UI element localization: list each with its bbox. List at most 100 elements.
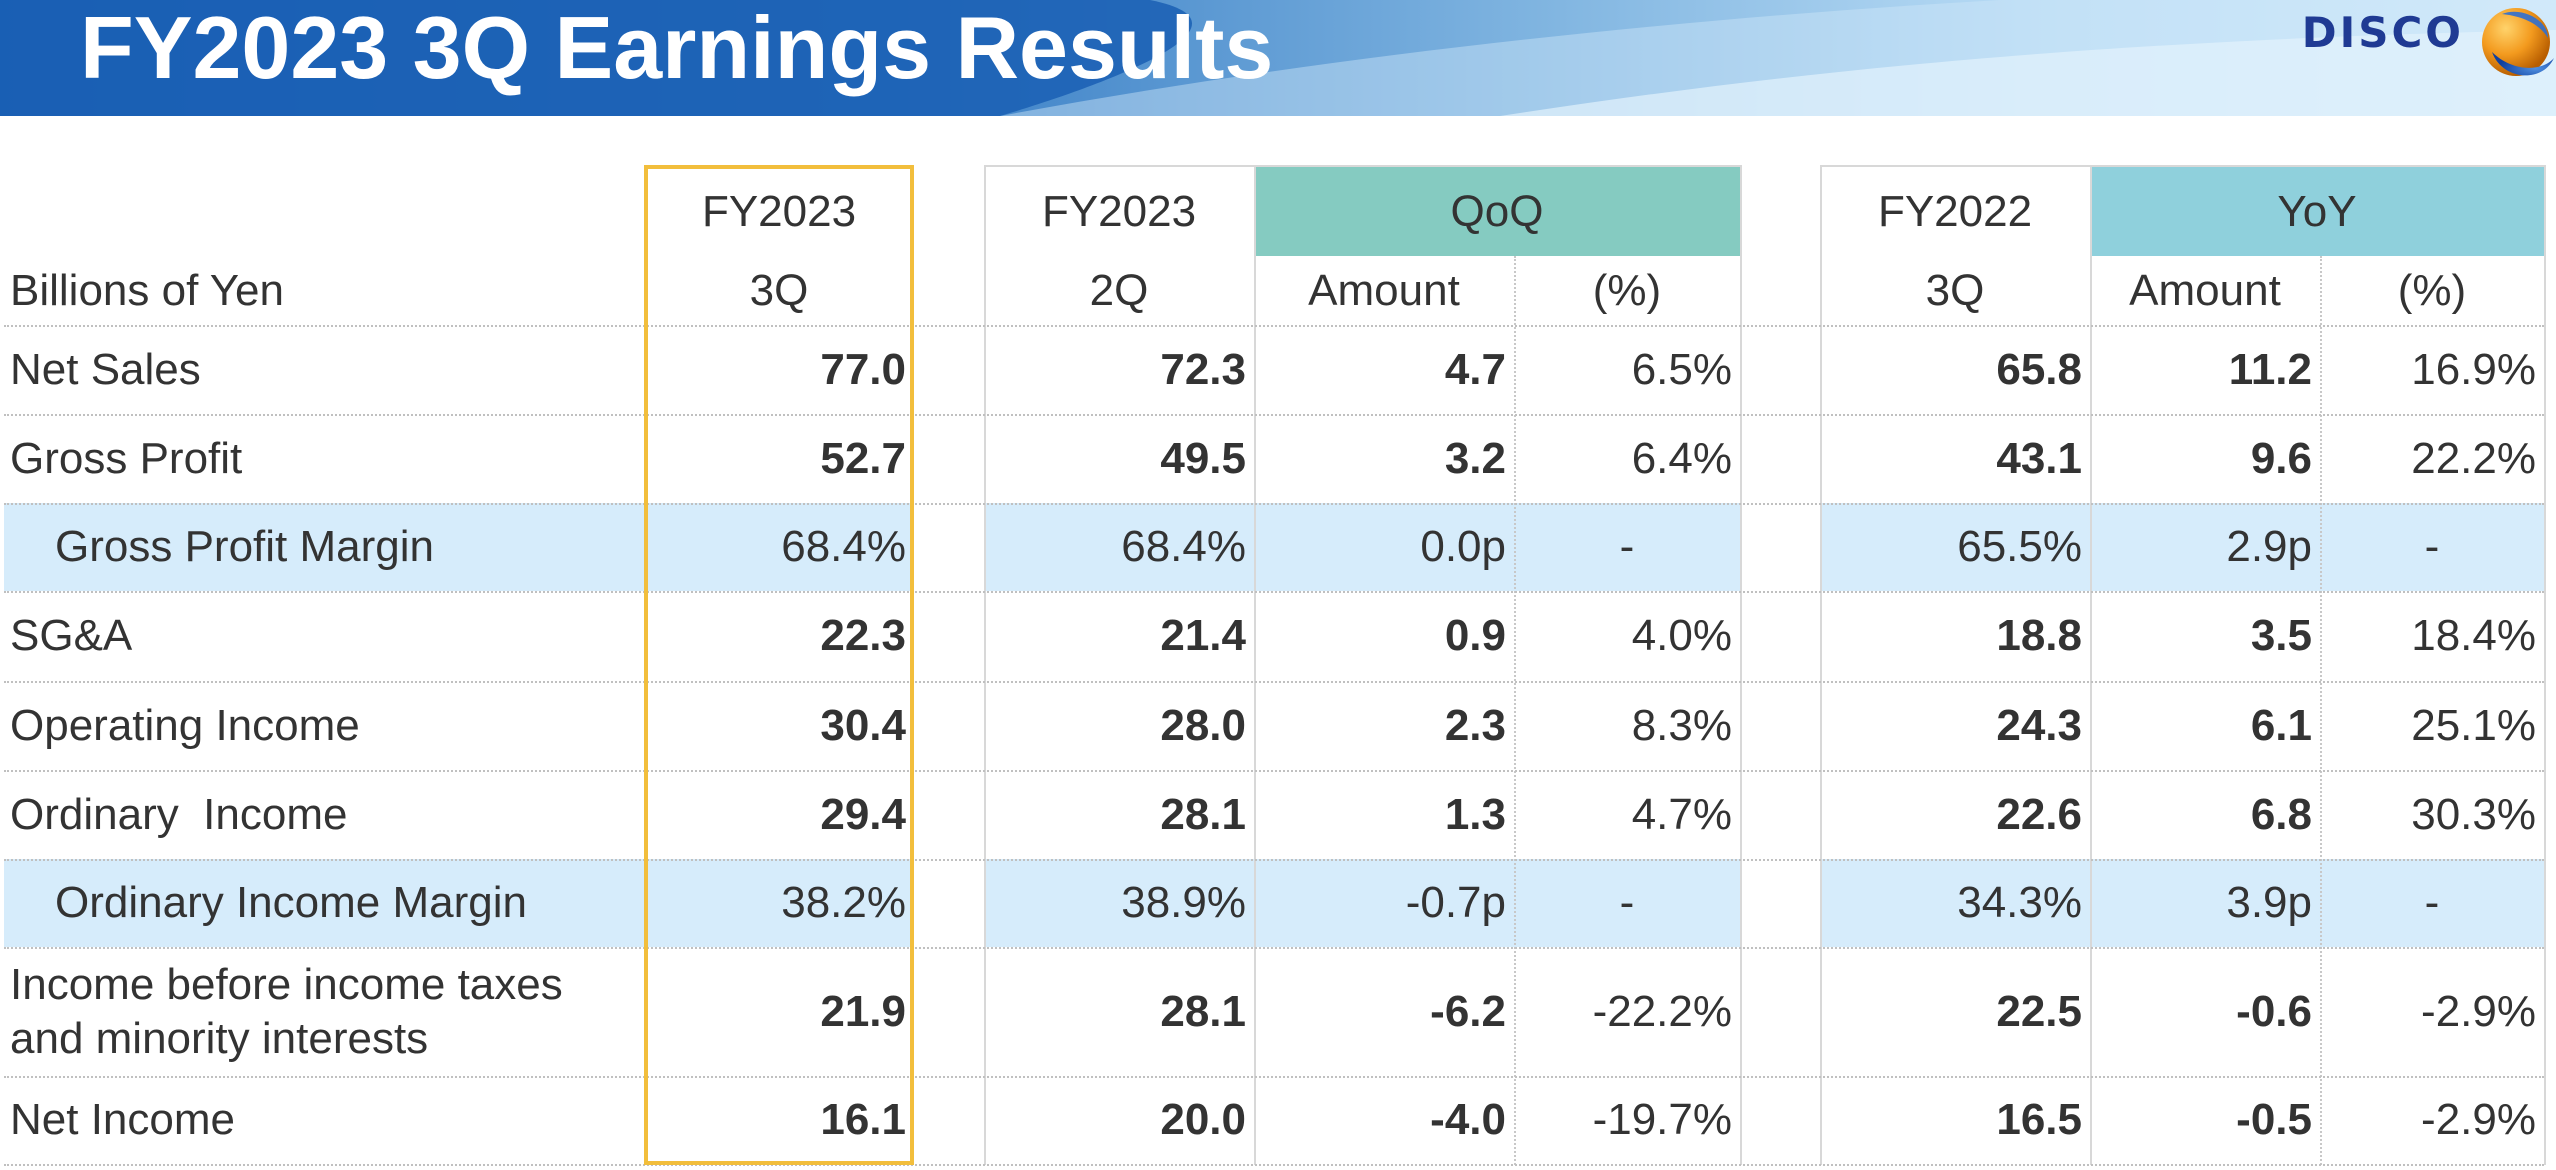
cell-prevq: 38.9% <box>1121 878 1246 927</box>
divider-h <box>4 325 2544 327</box>
col-header-prevy-quarter: 3Q <box>1925 266 1985 315</box>
cell-qoq-amount: 2.3 <box>1444 700 1506 750</box>
cell-yoy-pct: - <box>2424 878 2440 927</box>
cell-prevy: 16.5 <box>1996 1095 2082 1144</box>
cell-yoy-pct: -2.9% <box>2421 1095 2536 1144</box>
cell-qoq-pct: 6.5% <box>1631 344 1732 394</box>
cell-current: 29.4 <box>820 789 906 839</box>
cell-qoq-amount: -6.2 <box>1430 986 1506 1036</box>
cell-current: 68.4% <box>781 522 906 571</box>
cell-yoy-pct: 22.2% <box>2411 433 2536 483</box>
cell-yoy-pct: -2.9% <box>2421 986 2536 1036</box>
row-label: Ordinary Income Margin <box>55 878 527 927</box>
divider-v <box>1254 165 1256 1165</box>
cell-yoy-pct: 25.1% <box>2411 700 2536 750</box>
cell-prevq: 49.5 <box>1160 433 1246 483</box>
col-header-yoy-amount: Amount <box>2129 266 2281 315</box>
col-header-current-year: FY2023 <box>701 187 857 236</box>
cell-qoq-pct: - <box>1619 878 1635 927</box>
cell-prevq: 21.4 <box>1160 611 1246 660</box>
row-label: Ordinary Income <box>10 789 348 839</box>
col-header-yoy: YoY <box>2277 187 2357 236</box>
cell-prevy: 43.1 <box>1996 433 2082 483</box>
row-label: Gross Profit <box>10 433 243 483</box>
cell-current: 22.3 <box>820 611 906 660</box>
divider-v <box>1740 165 1742 1165</box>
cell-current: 21.9 <box>820 986 906 1036</box>
cell-prevq: 20.0 <box>1160 1095 1246 1144</box>
divider-h <box>4 503 2544 505</box>
cell-yoy-amount: 9.6 <box>2250 433 2312 483</box>
cell-yoy-amount: -0.6 <box>2236 986 2312 1036</box>
cell-prevy: 18.8 <box>1996 611 2082 660</box>
cell-yoy-amount: 11.2 <box>2228 344 2312 394</box>
cell-qoq-amount: -4.0 <box>1430 1095 1506 1144</box>
cell-yoy-amount: 2.9p <box>2226 522 2312 571</box>
col-header-qoq: QoQ <box>1450 187 1544 236</box>
cell-yoy-amount: -0.5 <box>2236 1095 2312 1144</box>
row-label: Net Sales <box>10 344 201 394</box>
row-highlight-oim-right <box>1820 859 2544 947</box>
row-highlight-gpm-right <box>1820 503 2544 591</box>
cell-prevy: 65.5% <box>1957 522 2082 571</box>
cell-prevy: 22.6 <box>1996 789 2082 839</box>
cell-qoq-pct: -19.7% <box>1592 1095 1732 1144</box>
cell-yoy-pct: 16.9% <box>2411 344 2536 394</box>
cell-qoq-pct: 6.4% <box>1631 433 1732 483</box>
row-label: Gross Profit Margin <box>55 522 434 571</box>
divider-h <box>984 165 1740 167</box>
cell-current: 16.1 <box>820 1095 906 1144</box>
divider-h <box>4 947 2544 949</box>
divider-h <box>4 414 2544 416</box>
cell-current: 52.7 <box>820 433 906 483</box>
row-label: Income before income taxes and minority … <box>10 959 563 1063</box>
cell-current: 77.0 <box>820 344 906 394</box>
divider-v <box>2544 165 2546 1165</box>
cell-yoy-amount: 3.5 <box>2250 611 2312 660</box>
cell-prevq: 28.1 <box>1160 789 1246 839</box>
divider-v-dotted <box>1514 256 1516 1165</box>
cell-prevq: 28.1 <box>1160 986 1246 1036</box>
unit-label: Billions of Yen <box>10 266 284 315</box>
cell-qoq-pct: 4.7% <box>1631 789 1732 839</box>
company-logo: DISCO <box>2256 2 2556 82</box>
col-header-prevq-quarter: 2Q <box>1089 266 1149 315</box>
col-header-prevq-year: FY2023 <box>1041 187 1197 236</box>
cell-prevy: 22.5 <box>1996 986 2082 1036</box>
cell-prevq: 68.4% <box>1121 522 1246 571</box>
row-label: SG&A <box>10 611 133 660</box>
logo-text: DISCO <box>2301 8 2464 57</box>
divider-v <box>1820 165 1822 1165</box>
cell-prevq: 28.0 <box>1160 700 1246 750</box>
cell-qoq-amount: 0.0p <box>1420 522 1506 571</box>
col-header-current-quarter: 3Q <box>749 266 809 315</box>
cell-qoq-amount: 3.2 <box>1444 433 1506 483</box>
cell-prevy: 24.3 <box>1996 700 2082 750</box>
divider-h <box>1820 165 2544 167</box>
row-highlight-oim-left <box>4 859 914 947</box>
row-label: Operating Income <box>10 700 360 750</box>
cell-qoq-pct: 4.0% <box>1631 611 1732 660</box>
page-title: FY2023 3Q Earnings Results <box>80 0 1274 97</box>
logo-sphere-icon <box>2482 8 2554 76</box>
divider-h <box>4 859 2544 861</box>
col-header-qoq-amount: Amount <box>1308 266 1460 315</box>
row-highlight-gpm-left <box>4 503 914 591</box>
cell-prevy: 34.3% <box>1957 878 2082 927</box>
divider-v <box>2090 165 2092 1165</box>
divider-h <box>4 591 2544 593</box>
divider-h <box>4 681 2544 683</box>
col-header-qoq-pct: (%) <box>1592 266 1662 315</box>
cell-current: 30.4 <box>820 700 906 750</box>
cell-qoq-amount: 1.3 <box>1444 789 1506 839</box>
divider-h <box>4 1164 2544 1166</box>
cell-yoy-amount: 6.8 <box>2250 789 2312 839</box>
cell-qoq-pct: - <box>1619 522 1635 571</box>
qoq-header-fill <box>1254 165 1740 256</box>
cell-prevq: 72.3 <box>1160 344 1246 394</box>
row-highlight-oim-mid <box>984 859 1740 947</box>
divider-v-dotted <box>2320 256 2322 1165</box>
col-header-prevy-year: FY2022 <box>1877 187 2033 236</box>
cell-qoq-amount: 4.7 <box>1444 344 1506 394</box>
